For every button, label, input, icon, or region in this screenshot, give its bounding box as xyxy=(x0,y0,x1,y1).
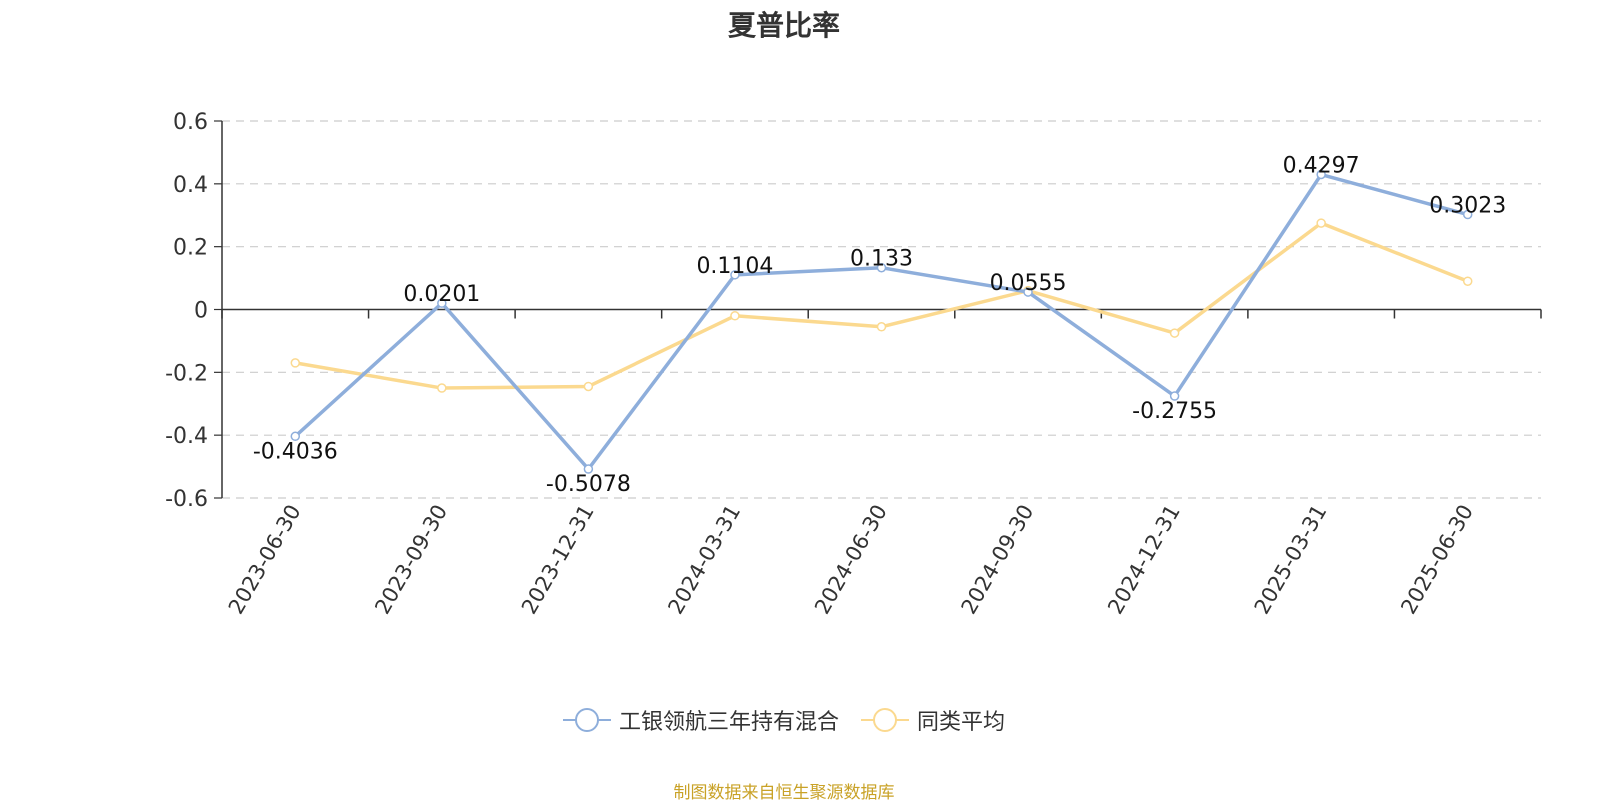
legend-swatch-peer-average-icon xyxy=(861,708,909,732)
series-0-point-5 xyxy=(1023,287,1033,297)
data-label-3: 0.1104 xyxy=(696,254,773,279)
legend-item-fund[interactable]: 工银领航三年持有混合 xyxy=(562,704,839,736)
data-label-8: 0.3023 xyxy=(1429,194,1506,219)
series-1-point-7 xyxy=(1316,218,1326,228)
data-label-1: 0.0201 xyxy=(403,282,480,307)
series-1-point-4 xyxy=(876,322,887,332)
series-1-point-0 xyxy=(290,358,301,368)
y-tick-label-5: -0.4 xyxy=(165,424,208,449)
data-label-5: 0.0555 xyxy=(990,271,1067,296)
legend: 工银领航三年持有混合 同类平均 xyxy=(0,704,1568,736)
series-0-point-0 xyxy=(290,431,301,442)
x-tick-label-1: 2023-09-30 xyxy=(370,501,452,619)
series-1-point-2 xyxy=(583,381,594,392)
legend-swatch-fund-icon xyxy=(562,708,611,732)
y-tick-label-0: 0.6 xyxy=(173,110,208,135)
chart-title: 夏普比率 xyxy=(727,9,840,42)
x-tick-label-4: 2024-06-30 xyxy=(810,501,892,619)
series-1-point-3 xyxy=(730,311,740,321)
y-tick-label-6: -0.6 xyxy=(165,487,208,512)
series-1-point-8 xyxy=(1462,276,1473,286)
x-tick-label-6: 2024-12-31 xyxy=(1103,501,1185,619)
data-label-2: -0.5078 xyxy=(546,472,631,497)
data-label-7: 0.4297 xyxy=(1283,154,1360,179)
legend-label-fund: 工银领航三年持有混合 xyxy=(618,710,839,735)
y-tick-label-3: 0 xyxy=(194,299,208,324)
data-label-4: 0.133 xyxy=(850,247,913,272)
series-0-point-7 xyxy=(1316,169,1326,180)
series-1-point-1 xyxy=(437,383,447,393)
series-0-point-8 xyxy=(1462,209,1473,220)
x-tick-label-8: 2025-06-30 xyxy=(1396,501,1478,619)
series-0-point-6 xyxy=(1169,391,1180,401)
y-tick-label-1: 0.4 xyxy=(173,173,208,198)
y-tick-label-4: -0.2 xyxy=(165,361,208,386)
series-0-point-1 xyxy=(437,298,447,308)
data-label-6: -0.2755 xyxy=(1132,399,1217,424)
x-tick-label-7: 2025-03-31 xyxy=(1250,501,1332,619)
series-1-point-6 xyxy=(1169,328,1180,338)
legend-label-peer-average: 同类平均 xyxy=(917,710,1006,735)
x-tick-label-5: 2024-09-30 xyxy=(957,501,1039,619)
y-tick-label-2: 0.2 xyxy=(173,236,208,261)
x-tick-label-2: 2023-12-31 xyxy=(517,501,599,619)
x-tick-label-3: 2024-03-31 xyxy=(663,501,745,619)
series-0-point-3 xyxy=(730,270,740,280)
series-0-point-2 xyxy=(583,464,594,474)
x-tick-label-0: 2023-06-30 xyxy=(224,501,306,619)
data-label-0: -0.4036 xyxy=(253,439,338,464)
source-note: 制图数据来自恒生聚源数据库 xyxy=(673,783,895,803)
legend-item-peer-average[interactable]: 同类平均 xyxy=(861,704,1005,736)
series-0-point-4 xyxy=(876,262,887,273)
series-line-0 xyxy=(293,172,1470,471)
